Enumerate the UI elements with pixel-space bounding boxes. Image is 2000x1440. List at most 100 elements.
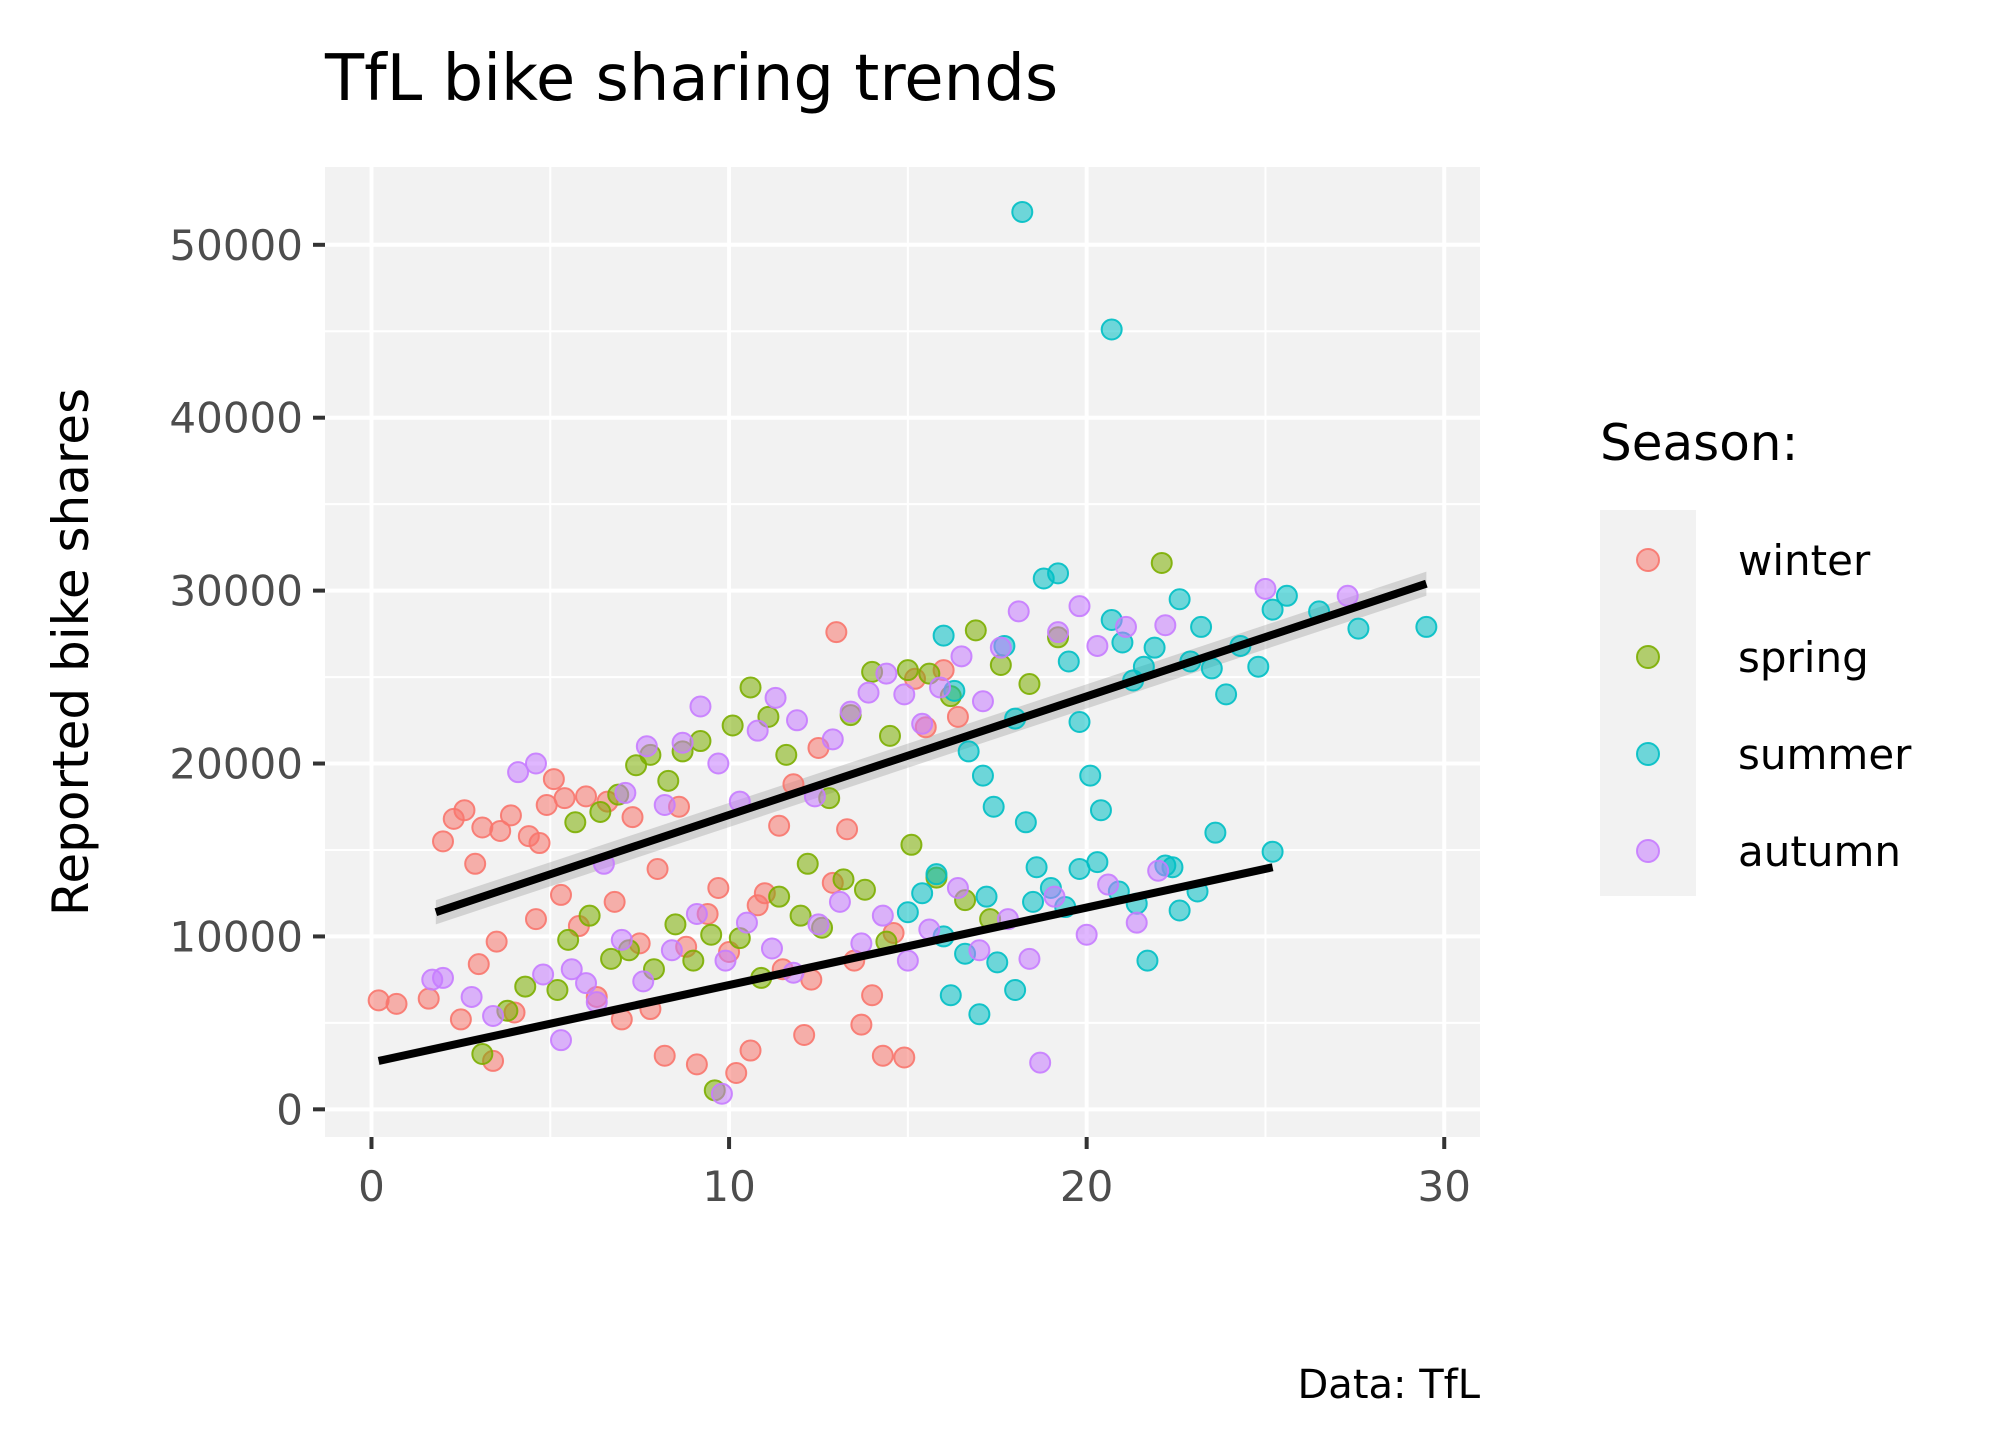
data-point-summer [1100, 318, 1123, 341]
data-point-winter [524, 908, 547, 931]
data-point-winter [575, 785, 598, 808]
data-point-summer [1086, 851, 1109, 874]
data-point-winter [871, 1044, 894, 1067]
data-point-spring [721, 714, 744, 737]
data-point-autumn [635, 735, 658, 758]
legend-title: Season: [1600, 414, 1798, 472]
data-point-autumn [760, 937, 783, 960]
data-point-autumn [714, 949, 737, 972]
data-point-spring [589, 800, 612, 823]
data-point-autumn [896, 949, 919, 972]
legend-key-summer [1636, 742, 1660, 766]
data-point-autumn [460, 985, 483, 1008]
data-point-summer [1047, 562, 1070, 585]
data-point-winter [893, 1046, 916, 1069]
data-point-winter [449, 1008, 472, 1031]
data-point-summer [1190, 615, 1213, 638]
data-point-summer [911, 882, 934, 905]
data-point-spring [664, 913, 687, 936]
data-point-autumn [807, 913, 830, 936]
data-point-autumn [746, 719, 769, 742]
data-point-spring [1150, 551, 1173, 574]
y-tick-label: 10000 [169, 912, 303, 961]
axes: 0 10 20 30 0 10000 20000 30000 40000 50000 [169, 221, 1471, 1211]
data-point-summer [1168, 588, 1191, 611]
x-tick-label: 20 [1060, 1162, 1113, 1211]
data-point-summer [1014, 811, 1037, 834]
data-point-winter [467, 953, 490, 976]
data-point-winter [746, 894, 769, 917]
data-point-autumn [482, 1004, 505, 1027]
data-point-spring [689, 730, 712, 753]
data-point-autumn [610, 928, 633, 951]
data-point-summer [1068, 711, 1091, 734]
data-point-summer [957, 740, 980, 763]
data-point-autumn [968, 939, 991, 962]
data-point-winter [707, 877, 730, 900]
data-point-autumn [850, 932, 873, 955]
data-point-autumn [632, 970, 655, 993]
data-point-winter [471, 816, 494, 839]
data-point-autumn [432, 966, 455, 989]
data-point-summer [1089, 799, 1112, 822]
data-point-winter [621, 806, 644, 829]
trend-line [434, 579, 1428, 917]
data-point-summer [939, 984, 962, 1007]
data-point-spring [471, 1043, 494, 1066]
data-point-winter [453, 799, 476, 822]
data-point-autumn [1097, 873, 1120, 896]
data-point-winter [417, 987, 440, 1010]
y-tick-label: 50000 [169, 221, 303, 270]
data-point-spring [739, 676, 762, 699]
data-point-winter [489, 819, 512, 842]
y-tick-label: 40000 [169, 394, 303, 443]
data-point-autumn [1147, 859, 1170, 882]
data-point-summer [1143, 636, 1166, 659]
data-point-autumn [1254, 577, 1277, 600]
data-point-summer [1004, 979, 1027, 1002]
data-point-spring [1018, 672, 1041, 695]
data-point-spring [557, 928, 580, 951]
legend-keys-background [1600, 510, 1696, 896]
data-point-summer [1079, 764, 1102, 787]
data-point-autumn [689, 695, 712, 718]
data-point-summer [1261, 598, 1284, 621]
data-point-autumn [1007, 600, 1030, 623]
data-point-winter [550, 883, 573, 906]
data-point-winter [793, 1023, 816, 1046]
data-point-autumn [1043, 885, 1066, 908]
data-point-autumn [614, 781, 637, 804]
data-point-winter [464, 852, 487, 875]
data-point-autumn [735, 911, 758, 934]
data-point-winter [646, 857, 669, 880]
data-point-summer [982, 795, 1005, 818]
data-point-summer [1057, 650, 1080, 673]
data-point-autumn [507, 761, 530, 784]
data-point-spring [878, 724, 901, 747]
data-point-summer [1347, 617, 1370, 640]
data-point-winter [653, 1044, 676, 1067]
data-point-autumn [707, 752, 730, 775]
data-point-autumn [871, 904, 894, 927]
y-tick-label: 30000 [169, 567, 303, 616]
data-point-winter [825, 621, 848, 644]
data-point-spring [600, 947, 623, 970]
data-points [367, 200, 1438, 1105]
data-point-spring [853, 878, 876, 901]
y-tick-label: 20000 [169, 740, 303, 789]
data-point-autumn [560, 958, 583, 981]
data-point-summer [1215, 683, 1238, 706]
data-point-summer [932, 624, 955, 647]
legend-key-spring [1636, 645, 1660, 669]
data-point-summer [1025, 856, 1048, 879]
data-point-autumn [911, 712, 934, 735]
data-point-winter [685, 1053, 708, 1076]
data-point-autumn [1047, 621, 1070, 644]
caption: Data: TfL [1298, 1362, 1481, 1408]
data-point-autumn [1068, 595, 1091, 618]
data-point-summer [1200, 657, 1223, 680]
data-point-spring [700, 923, 723, 946]
data-point-autumn [989, 636, 1012, 659]
data-point-autumn [671, 731, 694, 754]
